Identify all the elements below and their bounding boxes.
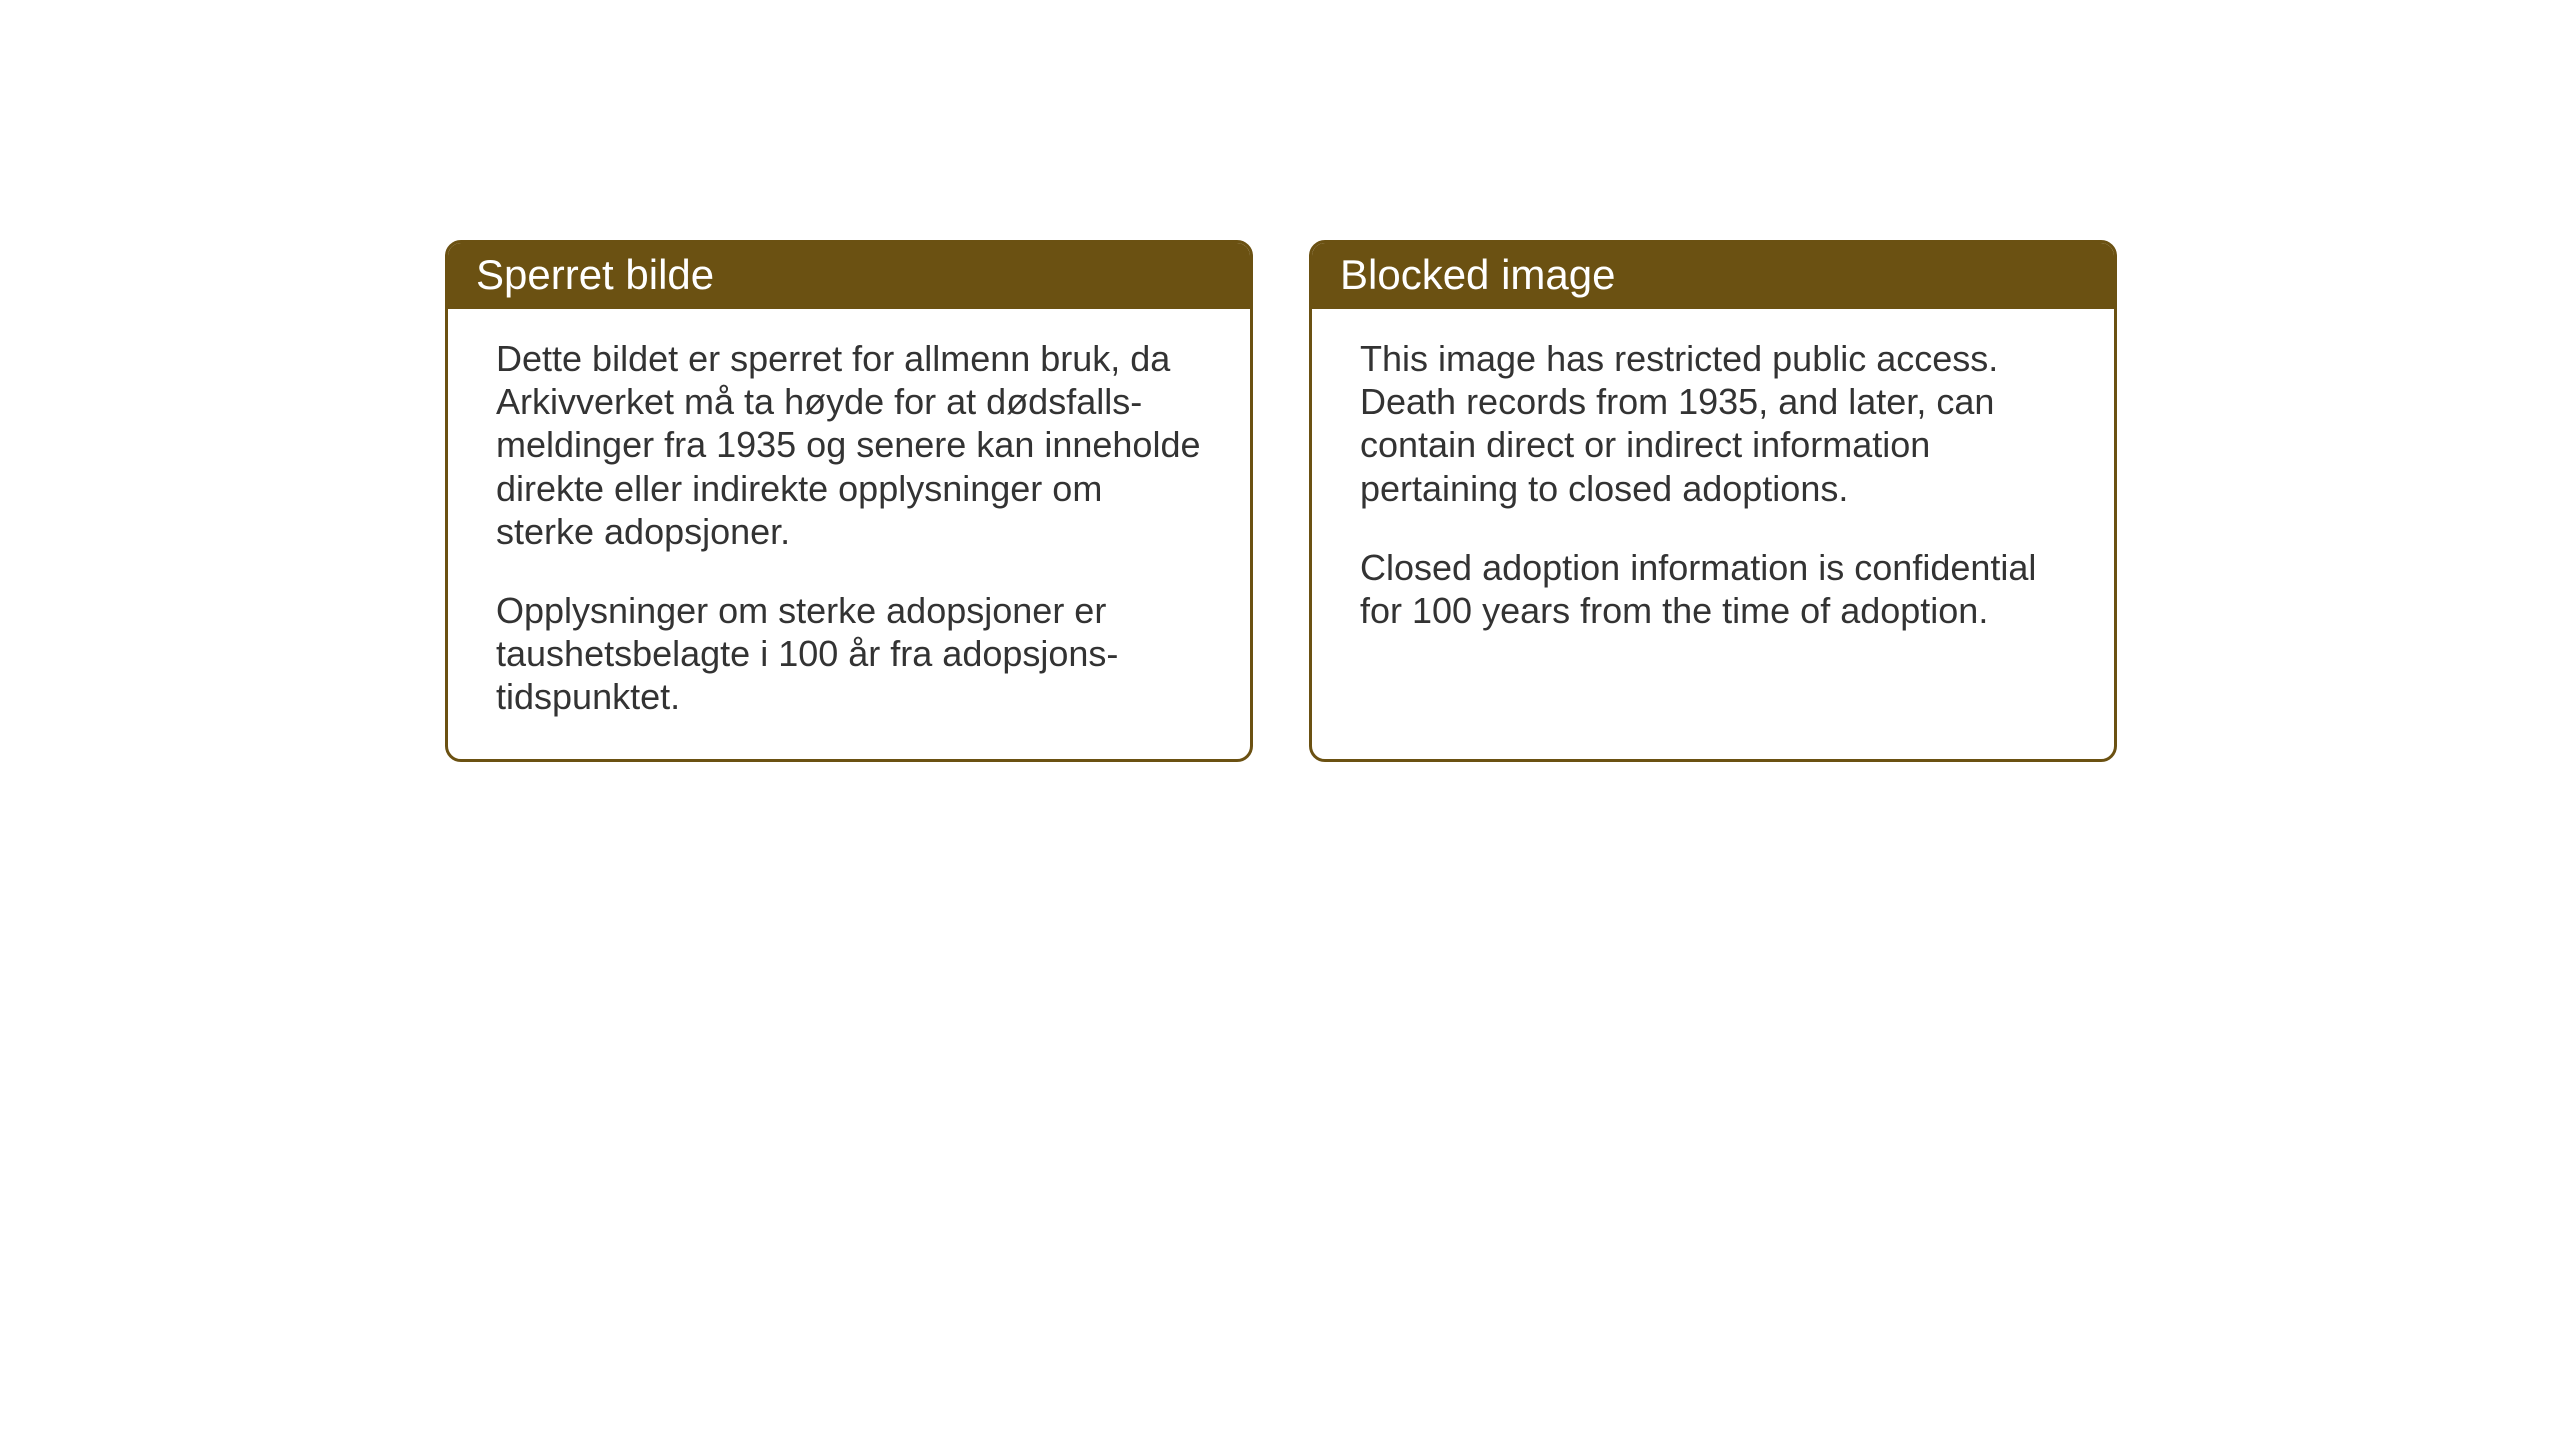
card-english-paragraph-1: This image has restricted public access.… — [1360, 337, 2066, 510]
card-english: Blocked image This image has restricted … — [1309, 240, 2117, 762]
card-english-body: This image has restricted public access.… — [1312, 309, 2114, 672]
card-norwegian-paragraph-2: Opplysninger om sterke adopsjoner er tau… — [496, 589, 1202, 719]
card-english-title: Blocked image — [1340, 251, 1615, 298]
card-norwegian: Sperret bilde Dette bildet er sperret fo… — [445, 240, 1253, 762]
card-norwegian-body: Dette bildet er sperret for allmenn bruk… — [448, 309, 1250, 759]
card-english-paragraph-2: Closed adoption information is confident… — [1360, 546, 2066, 632]
cards-container: Sperret bilde Dette bildet er sperret fo… — [445, 240, 2117, 762]
card-english-header: Blocked image — [1312, 243, 2114, 309]
card-norwegian-header: Sperret bilde — [448, 243, 1250, 309]
card-norwegian-paragraph-1: Dette bildet er sperret for allmenn bruk… — [496, 337, 1202, 553]
card-norwegian-title: Sperret bilde — [476, 251, 714, 298]
